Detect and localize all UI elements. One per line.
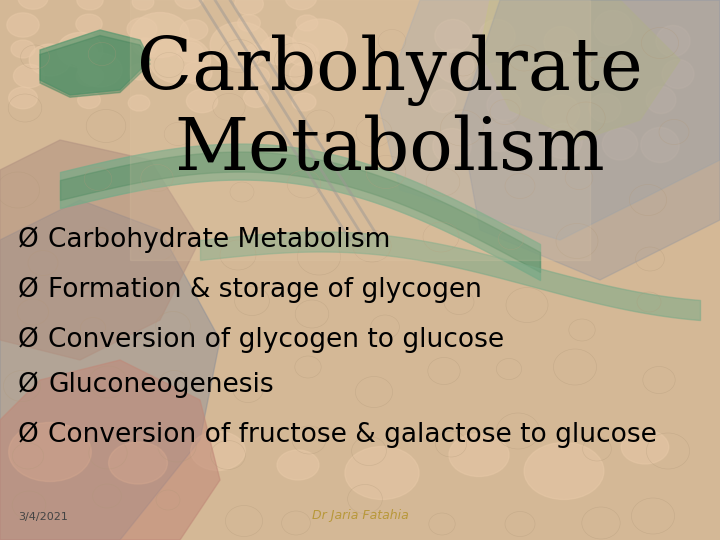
Ellipse shape <box>132 0 154 10</box>
Polygon shape <box>40 36 150 97</box>
Ellipse shape <box>76 14 102 34</box>
Ellipse shape <box>436 49 474 83</box>
Text: Carbohydrate Metabolism: Carbohydrate Metabolism <box>48 227 390 253</box>
Ellipse shape <box>131 12 189 57</box>
Ellipse shape <box>66 42 98 66</box>
Text: Ø: Ø <box>18 372 39 398</box>
Polygon shape <box>40 30 150 95</box>
Ellipse shape <box>261 35 300 65</box>
Ellipse shape <box>243 89 269 107</box>
Ellipse shape <box>433 129 472 164</box>
Ellipse shape <box>289 62 323 86</box>
Polygon shape <box>460 0 720 280</box>
Ellipse shape <box>30 44 71 76</box>
Polygon shape <box>0 140 200 360</box>
Ellipse shape <box>78 91 100 109</box>
Ellipse shape <box>127 18 157 40</box>
Ellipse shape <box>76 66 104 86</box>
Ellipse shape <box>487 90 521 120</box>
Ellipse shape <box>594 10 632 45</box>
Ellipse shape <box>524 442 604 500</box>
Ellipse shape <box>544 124 582 159</box>
Ellipse shape <box>646 86 676 113</box>
Ellipse shape <box>435 19 471 52</box>
Ellipse shape <box>277 450 319 480</box>
Ellipse shape <box>287 42 319 66</box>
Ellipse shape <box>191 431 246 470</box>
Text: 3/4/2021: 3/4/2021 <box>18 512 68 522</box>
Text: Ø: Ø <box>18 327 39 353</box>
Text: Carbohydrate: Carbohydrate <box>137 34 643 106</box>
Ellipse shape <box>544 52 578 84</box>
Text: Conversion of glycogen to glucose: Conversion of glycogen to glucose <box>48 327 504 353</box>
Ellipse shape <box>345 447 419 500</box>
Ellipse shape <box>150 37 210 84</box>
Ellipse shape <box>77 0 103 10</box>
Ellipse shape <box>656 25 690 57</box>
Ellipse shape <box>285 0 317 10</box>
Ellipse shape <box>109 442 167 484</box>
Text: Metabolism: Metabolism <box>175 114 606 185</box>
Ellipse shape <box>180 19 208 40</box>
Polygon shape <box>480 0 680 140</box>
Ellipse shape <box>128 95 150 111</box>
Ellipse shape <box>621 430 669 464</box>
Ellipse shape <box>182 62 212 84</box>
Ellipse shape <box>479 19 515 52</box>
Ellipse shape <box>244 66 269 85</box>
Ellipse shape <box>589 93 621 123</box>
Ellipse shape <box>609 62 639 89</box>
Ellipse shape <box>9 422 91 482</box>
Ellipse shape <box>542 95 580 129</box>
Ellipse shape <box>6 13 39 37</box>
Ellipse shape <box>235 0 264 15</box>
Ellipse shape <box>293 19 347 61</box>
Ellipse shape <box>603 128 638 160</box>
Ellipse shape <box>133 38 157 56</box>
Ellipse shape <box>58 32 103 68</box>
Bar <box>130 0 590 260</box>
Ellipse shape <box>174 0 204 9</box>
Text: Ø: Ø <box>18 277 39 303</box>
Ellipse shape <box>246 44 267 60</box>
Text: Gluconeogenesis: Gluconeogenesis <box>48 372 274 398</box>
Ellipse shape <box>9 87 37 109</box>
Ellipse shape <box>481 63 509 89</box>
Ellipse shape <box>210 22 270 68</box>
Polygon shape <box>0 360 220 540</box>
Ellipse shape <box>186 89 217 113</box>
Ellipse shape <box>449 434 509 476</box>
Ellipse shape <box>544 26 578 57</box>
Ellipse shape <box>662 59 694 89</box>
Ellipse shape <box>177 42 203 62</box>
Ellipse shape <box>483 120 517 152</box>
Text: Formation & storage of glycogen: Formation & storage of glycogen <box>48 277 482 303</box>
Ellipse shape <box>14 64 45 87</box>
Ellipse shape <box>18 0 48 9</box>
Ellipse shape <box>431 90 456 112</box>
Ellipse shape <box>238 15 261 31</box>
Ellipse shape <box>641 127 679 163</box>
Ellipse shape <box>11 40 35 58</box>
Polygon shape <box>380 0 720 240</box>
Ellipse shape <box>129 64 150 80</box>
Ellipse shape <box>292 93 316 111</box>
Polygon shape <box>0 200 220 540</box>
Ellipse shape <box>78 53 122 87</box>
Text: Ø: Ø <box>18 227 39 253</box>
Text: Ø: Ø <box>18 422 39 448</box>
Text: Dr Jaria Fatahia: Dr Jaria Fatahia <box>312 509 408 522</box>
Ellipse shape <box>296 15 318 31</box>
Text: Conversion of fructose & galactose to glucose: Conversion of fructose & galactose to gl… <box>48 422 657 448</box>
